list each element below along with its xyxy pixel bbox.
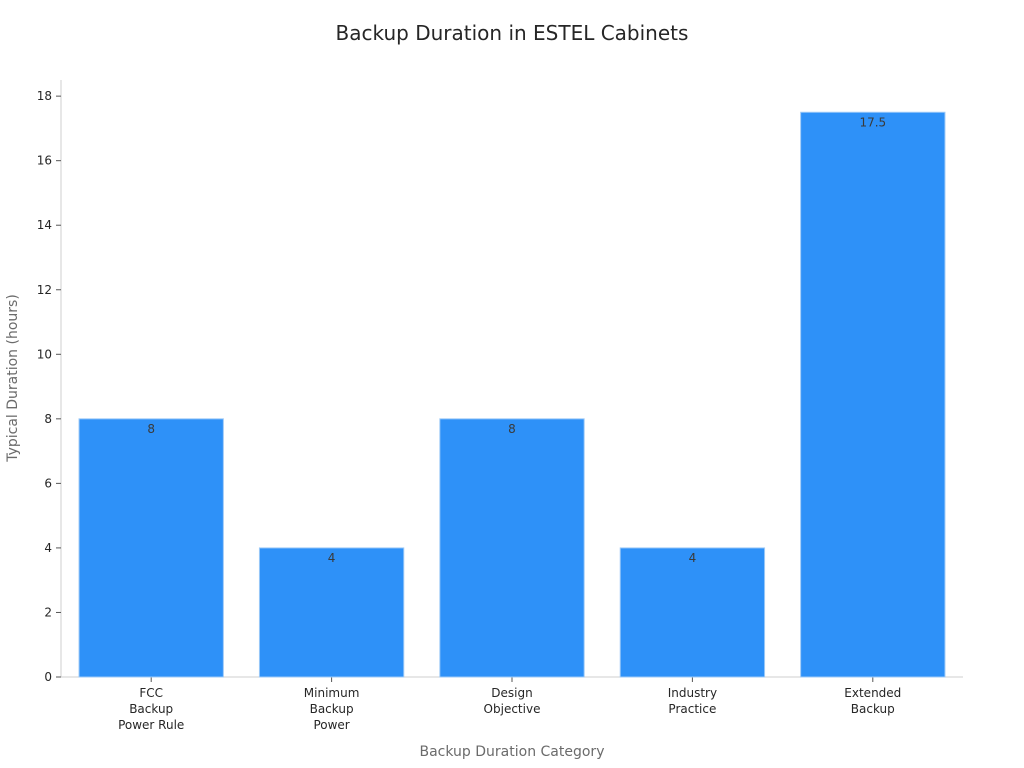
y-tick-label: 0 — [44, 670, 52, 684]
axes: 0 2 4 6 8 10 12 14 16 18 FCC Backup Power Rule Minimu… — [37, 80, 963, 732]
bar — [258, 547, 405, 678]
bar — [800, 111, 946, 678]
y-tick-label: 18 — [37, 89, 52, 103]
bar-value-label: 8 — [147, 422, 155, 436]
y-tick-label: 8 — [44, 412, 52, 426]
y-tick-label: 14 — [37, 218, 52, 232]
x-tick-label: Industry Practice — [668, 686, 717, 716]
x-tick-label: Extended Backup — [844, 686, 901, 716]
bar-value-label: 4 — [328, 551, 336, 565]
bar-value-label: 8 — [508, 422, 516, 436]
bar — [619, 547, 766, 678]
x-tick-label: FCC Backup Power Rule — [118, 686, 184, 732]
y-tick-label: 10 — [37, 347, 52, 361]
y-tick-label: 12 — [37, 283, 52, 297]
y-tick-label: 4 — [44, 541, 52, 555]
y-tick-label: 6 — [44, 476, 52, 490]
bar — [78, 418, 224, 678]
y-axis-title: Typical Duration (hours) — [5, 294, 21, 463]
x-axis-title: Backup Duration Category — [420, 744, 605, 760]
chart-title: Backup Duration in ESTEL Cabinets — [336, 21, 689, 45]
x-tick-label: Minimum Backup Power — [304, 686, 360, 732]
bar-value-label: 4 — [689, 551, 697, 565]
bars — [78, 111, 946, 678]
bar — [439, 418, 585, 678]
y-tick-label: 2 — [44, 605, 52, 619]
x-tick-label: Design Objective — [484, 686, 541, 716]
data-labels: 8 4 8 4 17.5 — [147, 115, 886, 565]
y-tick-label: 16 — [37, 154, 52, 168]
bar-value-label: 17.5 — [859, 115, 886, 129]
